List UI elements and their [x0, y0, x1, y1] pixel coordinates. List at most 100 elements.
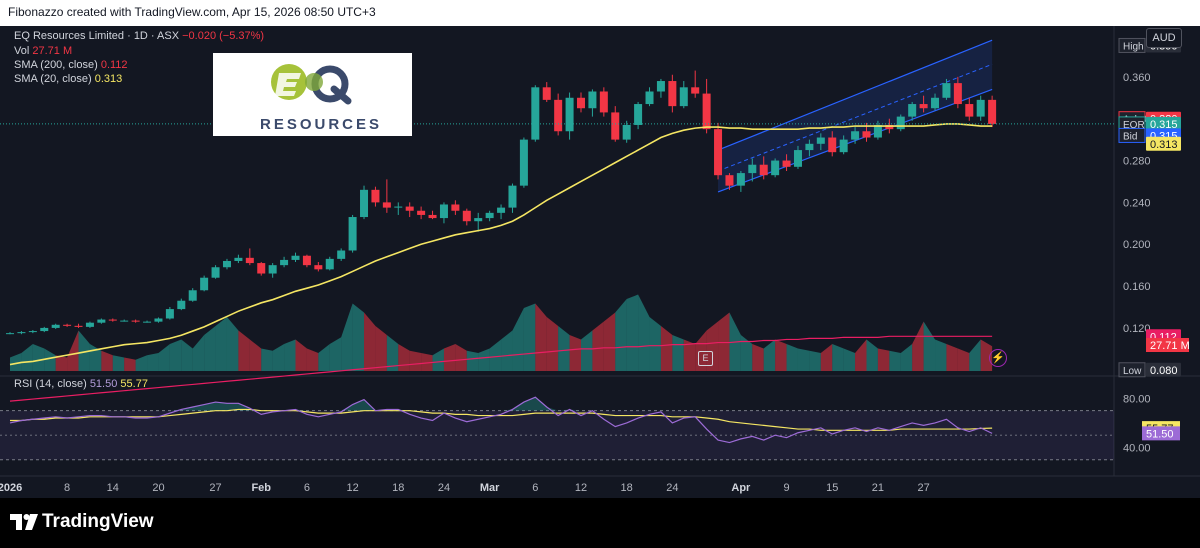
candle-body	[280, 259, 289, 266]
legend-sma200-label: SMA (200, close)	[14, 59, 98, 71]
volume-segment	[89, 344, 102, 371]
flash-icon[interactable]: ⚡	[989, 349, 1007, 367]
candle	[565, 92, 574, 140]
time-tick-label: 15	[826, 482, 838, 494]
volume-segment	[718, 312, 730, 371]
candle	[108, 318, 117, 322]
time-tick-label: Mar	[480, 482, 500, 494]
candle	[634, 101, 643, 130]
volume-segment	[295, 339, 307, 371]
price-label-tag-bg	[1118, 127, 1146, 143]
candle-body	[519, 139, 528, 186]
currency-button[interactable]: AUD	[1146, 28, 1182, 48]
candle-body	[668, 81, 677, 107]
candle	[200, 275, 209, 292]
price-chart[interactable]: 0.3600.3200.2800.2400.2000.1600.120High0…	[0, 0, 1200, 498]
volume-segment	[112, 355, 125, 371]
candle	[245, 248, 254, 266]
candle-body	[51, 324, 60, 328]
legend-symbol: EQ Resources Limited · 1D · ASX	[14, 30, 180, 42]
time-tick-label: 14	[107, 482, 119, 494]
candle	[462, 208, 471, 226]
volume-segment	[249, 339, 262, 371]
candle	[873, 120, 882, 140]
candle-body	[302, 255, 311, 266]
tradingview-brand: TradingView	[42, 511, 154, 532]
candle	[497, 204, 506, 220]
candle	[953, 76, 962, 109]
sma200-line	[9, 335, 993, 402]
rsi-value-label: 51.50	[1142, 426, 1180, 441]
volume-segment	[558, 326, 570, 371]
rsi-value-label-bg	[1142, 426, 1180, 441]
time-tick-label: Feb	[251, 482, 271, 494]
candle	[508, 183, 517, 213]
candle	[188, 288, 197, 302]
candle-body	[565, 97, 574, 132]
price-label-bg	[1146, 116, 1181, 131]
volume-segment	[638, 294, 650, 371]
time-tick-label: 24	[666, 482, 678, 494]
volume-segment	[523, 303, 536, 371]
candle-body	[748, 164, 757, 174]
candle	[291, 252, 300, 263]
candle-body	[736, 173, 745, 186]
volume-segment	[603, 312, 616, 371]
volume-segment	[478, 348, 490, 371]
volume-segment	[660, 326, 673, 371]
volume-segment	[912, 321, 924, 371]
volume-segment	[158, 344, 170, 371]
candle-body	[542, 87, 551, 100]
candle-body	[611, 112, 620, 140]
volume-segment	[946, 344, 958, 371]
price-label-value: 0.313	[1150, 139, 1178, 151]
volume-segment	[649, 317, 661, 371]
time-tick-label: 2026	[0, 482, 22, 494]
time-tick-label: Apr	[731, 482, 751, 494]
candle	[793, 145, 802, 169]
volume-segment	[980, 339, 993, 371]
candle-body	[325, 258, 334, 270]
channel-upper-line	[717, 39, 993, 151]
price-label-bg	[1146, 362, 1181, 377]
candle-body	[828, 137, 837, 153]
volume-segment	[21, 344, 33, 371]
candle	[165, 307, 174, 320]
candle	[656, 78, 665, 98]
volume-segment	[832, 344, 844, 371]
volume-segment	[226, 317, 239, 371]
candle-body	[200, 277, 209, 291]
candle	[371, 186, 380, 207]
volume-segment	[204, 326, 216, 371]
earnings-marker[interactable]: E	[698, 351, 713, 366]
candle	[222, 258, 231, 270]
candle	[325, 256, 334, 271]
candle-body	[394, 206, 403, 208]
tradingview-logo-icon	[10, 514, 38, 530]
volume-segment	[569, 335, 581, 371]
volume-segment	[215, 317, 227, 371]
price-label-tag: High	[1123, 41, 1144, 52]
candle-body	[702, 93, 711, 130]
volume-segment	[44, 348, 56, 371]
candle-body	[725, 175, 734, 186]
volume-segment	[546, 317, 559, 371]
candle-body	[919, 104, 928, 109]
candle-body	[428, 214, 437, 219]
volume-segment	[455, 344, 467, 371]
candle	[691, 70, 700, 98]
time-tick-label: 18	[392, 482, 404, 494]
candle	[211, 265, 220, 279]
candle-body	[485, 212, 494, 219]
tradingview-footer: TradingView	[0, 498, 1200, 548]
volume-segment	[957, 348, 970, 371]
volume-segment	[615, 299, 627, 371]
candle	[120, 319, 129, 322]
candle-body	[439, 204, 448, 219]
candle	[302, 254, 311, 268]
legend-vol-row: Vol 27.71 M	[14, 45, 72, 57]
candle	[759, 156, 768, 180]
candle	[63, 323, 72, 327]
candle-body	[405, 206, 414, 211]
candle-body	[222, 260, 231, 268]
